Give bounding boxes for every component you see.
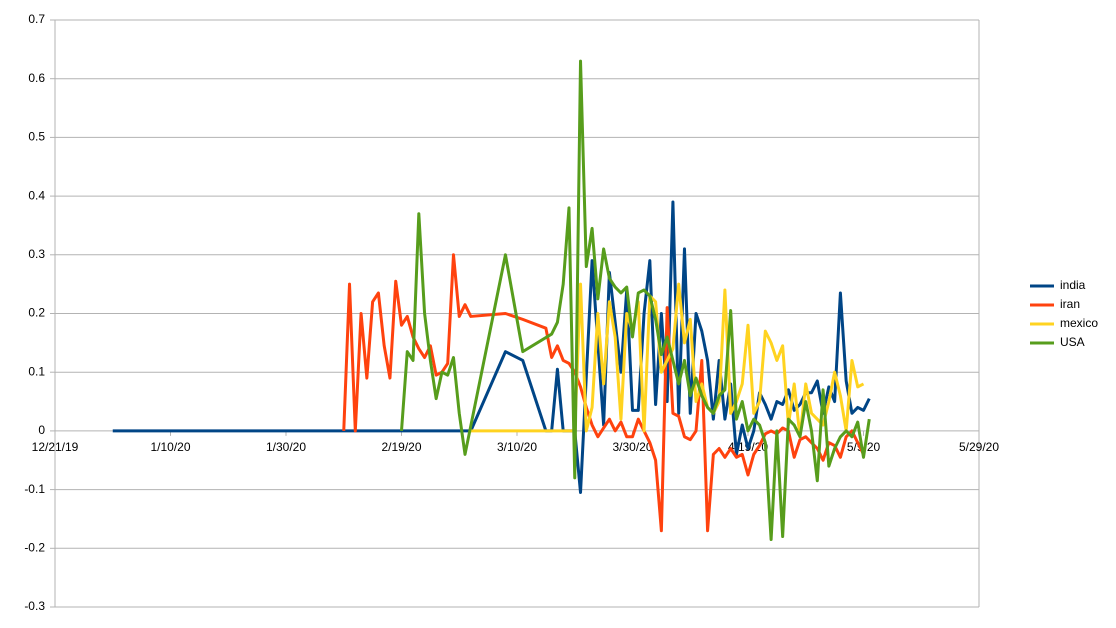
y-tick-label: 0.1 — [28, 364, 45, 378]
x-tick-label: 2/19/20 — [381, 440, 421, 454]
x-tick-label: 1/10/20 — [150, 440, 190, 454]
y-tick-label: -0.1 — [24, 482, 45, 496]
legend-label: india — [1060, 278, 1086, 292]
legend-label: USA — [1060, 335, 1085, 349]
y-tick-label: 0 — [38, 423, 45, 437]
y-tick-label: -0.2 — [24, 540, 45, 554]
x-tick-label: 3/10/20 — [497, 440, 537, 454]
y-tick-label: 0.6 — [28, 71, 45, 85]
series-line — [400, 59, 871, 541]
y-tick-label: -0.3 — [24, 599, 45, 613]
y-tick-label: 0.5 — [28, 130, 45, 144]
y-tick-label: 0.2 — [28, 306, 45, 320]
y-tick-label: 0.7 — [28, 12, 45, 26]
x-tick-label: 5/29/20 — [959, 440, 999, 454]
x-tick-label: 1/30/20 — [266, 440, 306, 454]
y-tick-label: 0.4 — [28, 188, 45, 202]
legend-label: mexico — [1060, 316, 1098, 330]
x-tick-label: 3/30/20 — [612, 440, 652, 454]
y-tick-label: 0.3 — [28, 247, 45, 261]
x-tick-label: 12/21/19 — [32, 440, 79, 454]
legend-label: iran — [1060, 297, 1080, 311]
